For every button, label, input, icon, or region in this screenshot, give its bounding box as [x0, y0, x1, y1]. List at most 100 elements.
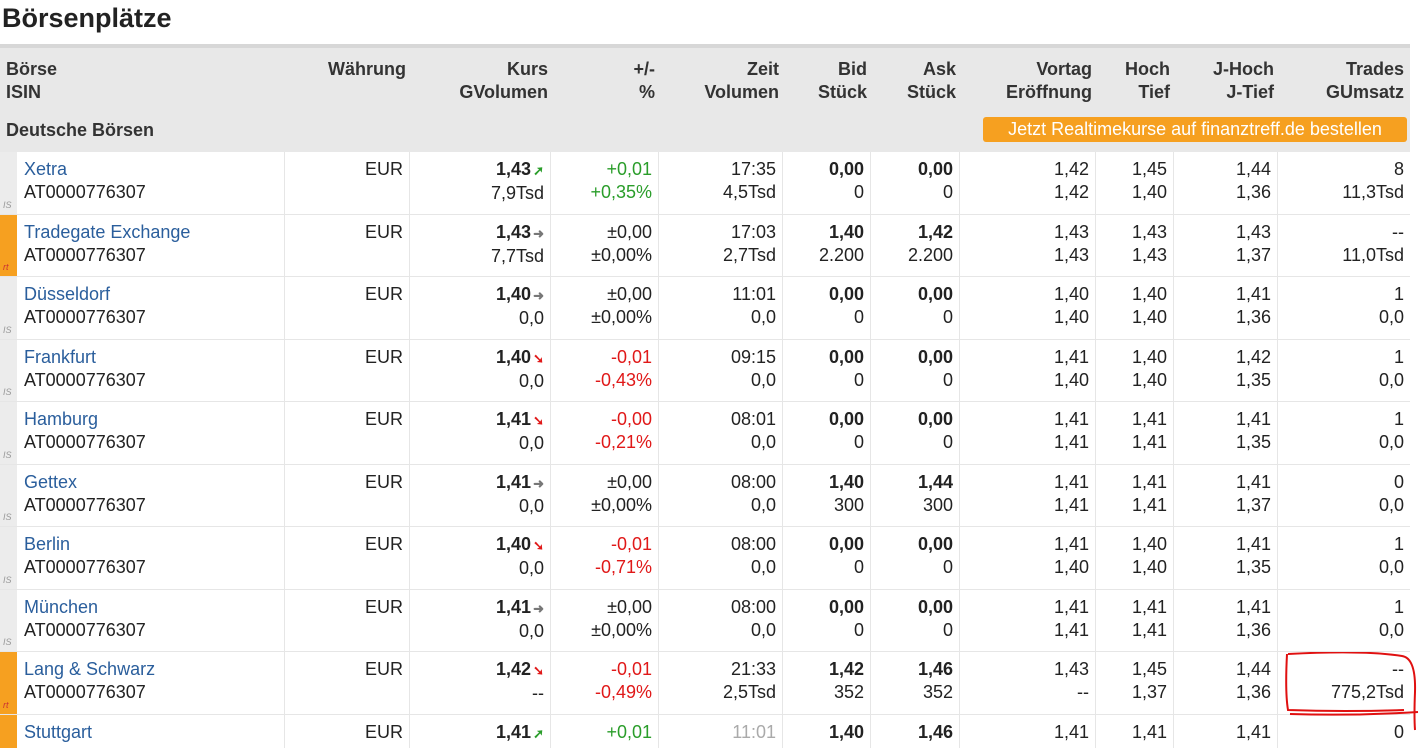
chg-text: ±0,00 — [607, 222, 652, 242]
zeit-value: 17:35 — [659, 158, 776, 181]
cell-chg: +0,01+0,35% — [551, 152, 659, 214]
exchange-link[interactable]: Hamburg — [24, 408, 284, 431]
chg-value: ±0,00 — [551, 283, 652, 306]
exchange-link[interactable]: Düsseldorf — [24, 283, 284, 306]
cell-kurs: 1,40➘0,0 — [410, 340, 551, 402]
trades-value: 1 — [1278, 346, 1404, 369]
chg-text: +0,01 — [606, 159, 652, 179]
cell-cur: EUR — [286, 590, 410, 652]
vortag-text: 1,40 — [1054, 284, 1089, 304]
source-tag: IS — [3, 200, 12, 210]
trades-text: -- — [1392, 659, 1404, 679]
pct-value: -0,21% — [551, 431, 652, 454]
jhoch-value: 1,41 — [1174, 408, 1271, 431]
tief-value: 1,40 — [1096, 369, 1167, 392]
jtief-value: 1,37 — [1174, 244, 1271, 267]
cur-value: EUR — [286, 346, 403, 369]
jtief-value: 1,35 — [1174, 369, 1271, 392]
trend-flat-icon: ➜ — [533, 472, 544, 495]
exchange-link[interactable]: Frankfurt — [24, 346, 284, 369]
jhoch-value: 1,41 — [1174, 721, 1271, 744]
cell-chg: ±0,00±0,00% — [551, 277, 659, 339]
jhoch-text: 1,41 — [1236, 409, 1271, 429]
page-title: Börsenplätze — [2, 0, 172, 36]
cell-vortag: 1,41 — [960, 715, 1096, 748]
chg-text: +0,01 — [606, 722, 652, 742]
cell-cur: EUR — [286, 527, 410, 589]
isin-value: AT0000776307 — [24, 306, 284, 329]
chg-text: -0,00 — [611, 409, 652, 429]
exchange-link[interactable]: Xetra — [24, 158, 284, 181]
zeit-text: 17:03 — [731, 222, 776, 242]
cur-text: EUR — [365, 284, 403, 304]
exchange-link[interactable]: Lang & Schwarz — [24, 658, 284, 681]
hoch-text: 1,41 — [1132, 472, 1167, 492]
pct-value: ±0,00% — [551, 306, 652, 329]
askq-value: 300 — [871, 494, 953, 517]
cell-cur: EUR — [286, 340, 410, 402]
jtief-value: 1,36 — [1174, 181, 1271, 204]
cell-kurs: 1,43➚7,9Tsd — [410, 152, 551, 214]
eroeff-value: 1,40 — [960, 369, 1089, 392]
jhoch-text: 1,41 — [1236, 284, 1271, 304]
realtime-promo-button[interactable]: Jetzt Realtimekurse auf finanztreff.de b… — [983, 117, 1407, 142]
vortag-value: 1,43 — [960, 658, 1089, 681]
zeit-text: 08:01 — [731, 409, 776, 429]
jhoch-text: 1,42 — [1236, 347, 1271, 367]
table-row[interactable]: rtStuttgartEUR1,41➚+0,0111:011,401,461,4… — [0, 715, 1410, 748]
jhoch-value: 1,41 — [1174, 471, 1271, 494]
cell-bid: 1,40 — [783, 715, 871, 748]
pct-value: ±0,00% — [551, 494, 652, 517]
exchange-link[interactable]: Tradegate Exchange — [24, 221, 284, 244]
bid-text: 1,40 — [829, 472, 864, 492]
hoch-value: 1,40 — [1096, 346, 1167, 369]
zeit-value: 11:01 — [659, 721, 776, 744]
trades-value: 0 — [1278, 721, 1404, 744]
header-waehrung[interactable]: Währung — [286, 58, 406, 81]
gums-value: 775,2Tsd — [1278, 681, 1404, 704]
exchange-link[interactable]: Gettex — [24, 471, 284, 494]
exchange-link[interactable]: Stuttgart — [24, 721, 284, 744]
zeit-text: 11:01 — [732, 284, 776, 304]
exchange-link[interactable]: München — [24, 596, 284, 619]
hoch-value: 1,41 — [1096, 471, 1167, 494]
kurs-text: 1,41 — [496, 409, 531, 429]
vol-value: 2,5Tsd — [659, 681, 776, 704]
gvol-value: -- — [410, 682, 544, 705]
vortag-text: 1,41 — [1054, 534, 1089, 554]
header-change[interactable]: +/-% — [551, 58, 655, 104]
bid-text: 0,00 — [829, 534, 864, 554]
exchange-link[interactable]: Berlin — [24, 533, 284, 556]
bidq-value: 0 — [783, 431, 864, 454]
cell-zeit: 11:01 — [659, 715, 783, 748]
